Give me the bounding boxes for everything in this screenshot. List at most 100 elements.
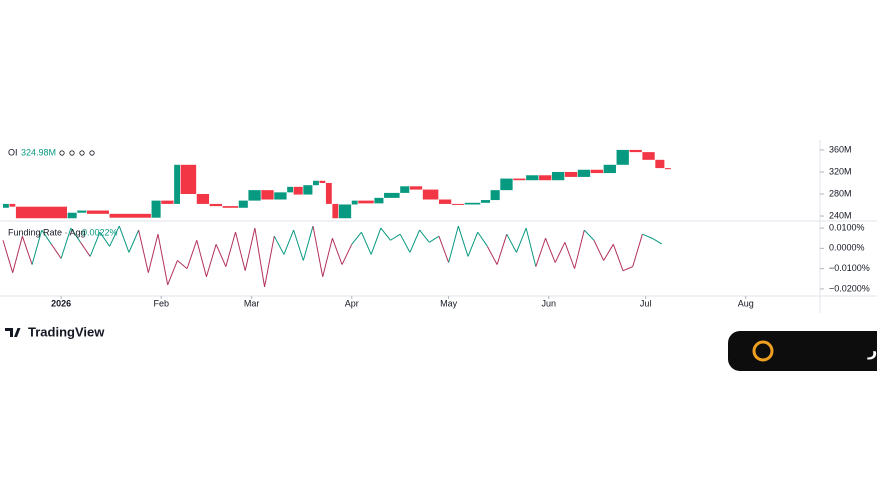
line-segment bbox=[118, 225, 130, 253]
line-segment bbox=[89, 231, 101, 257]
line-segment bbox=[651, 237, 663, 245]
line-segment bbox=[2, 240, 14, 273]
candle bbox=[238, 200, 248, 208]
candle bbox=[400, 186, 410, 193]
candle bbox=[451, 203, 465, 205]
line-segment bbox=[215, 244, 227, 267]
candle bbox=[161, 200, 174, 204]
candle bbox=[151, 200, 161, 218]
candle bbox=[287, 186, 294, 193]
candle bbox=[319, 180, 326, 183]
x-tick-label: Mar bbox=[244, 298, 260, 308]
line-segment bbox=[360, 231, 372, 255]
line-segment bbox=[448, 225, 459, 263]
line-segment bbox=[564, 242, 576, 269]
line-segment bbox=[70, 227, 81, 243]
line-segment bbox=[642, 233, 653, 239]
oi-pane bbox=[3, 149, 671, 219]
line-segment bbox=[244, 227, 256, 271]
x-tick-label: 2026 bbox=[51, 298, 71, 308]
candle bbox=[513, 178, 526, 181]
line-segment bbox=[515, 227, 527, 253]
line-segment bbox=[51, 244, 62, 259]
candle bbox=[9, 203, 16, 207]
candle bbox=[15, 206, 67, 219]
candle bbox=[422, 189, 439, 200]
line-segment bbox=[302, 225, 314, 261]
candle bbox=[351, 200, 358, 205]
candle bbox=[464, 202, 481, 205]
line-segment bbox=[273, 235, 285, 255]
tradingview-logo: TradingView bbox=[5, 324, 105, 339]
candle bbox=[67, 212, 77, 219]
x-tick-label: Apr bbox=[345, 298, 359, 308]
line-segment bbox=[506, 233, 517, 253]
candle bbox=[180, 164, 197, 194]
line-segment bbox=[380, 227, 391, 241]
brand: TradingView bbox=[28, 324, 105, 339]
line-segment bbox=[457, 225, 469, 257]
candle bbox=[616, 149, 629, 165]
candle bbox=[664, 168, 671, 170]
line-segment bbox=[147, 234, 159, 273]
line-segment bbox=[177, 260, 188, 270]
line-segment bbox=[583, 229, 595, 241]
line-segment bbox=[341, 244, 353, 265]
line-segment bbox=[12, 236, 23, 273]
y-tick-label: −0.0200% bbox=[829, 283, 870, 293]
candle bbox=[313, 180, 319, 186]
line-segment bbox=[603, 244, 614, 261]
candle bbox=[590, 169, 604, 174]
line-segment bbox=[41, 229, 52, 245]
candle bbox=[3, 203, 9, 208]
candle bbox=[409, 186, 423, 190]
x-tick-label: Aug bbox=[738, 298, 754, 308]
y-tick-label: 240M bbox=[829, 210, 852, 220]
line-segment bbox=[31, 229, 43, 265]
y-tick-label: 0.0100% bbox=[829, 222, 865, 232]
candle bbox=[577, 169, 591, 177]
line-segment bbox=[157, 234, 169, 285]
candle bbox=[274, 192, 287, 200]
line-segment bbox=[351, 231, 362, 245]
oi-legend-value: 324.98M bbox=[21, 147, 56, 157]
line-segment bbox=[99, 231, 110, 247]
candle bbox=[539, 175, 552, 181]
candle bbox=[490, 190, 500, 201]
line-segment bbox=[535, 238, 546, 267]
line-segment bbox=[486, 246, 498, 265]
line-segment bbox=[419, 229, 430, 243]
x-tick-label: May bbox=[440, 298, 458, 308]
line-segment bbox=[545, 238, 556, 263]
line-segment bbox=[138, 230, 149, 273]
candle bbox=[564, 171, 578, 177]
oi-legend-name: OI bbox=[8, 147, 18, 157]
candle bbox=[551, 171, 565, 181]
line-segment bbox=[554, 242, 566, 263]
line-segment bbox=[60, 227, 72, 259]
candle bbox=[438, 199, 452, 204]
candle bbox=[655, 159, 665, 169]
y-tick-label: −0.0100% bbox=[829, 263, 870, 273]
legend-icons[interactable] bbox=[59, 150, 95, 156]
candle bbox=[86, 210, 109, 214]
line-segment bbox=[186, 240, 198, 269]
y-tick-label: 0.0000% bbox=[829, 243, 865, 253]
line-segment bbox=[438, 236, 450, 263]
y-tick-label: 320M bbox=[829, 166, 852, 176]
line-segment bbox=[428, 235, 440, 243]
candle bbox=[642, 152, 655, 160]
badge: کریپتونگار bbox=[728, 331, 877, 371]
candle bbox=[526, 175, 539, 181]
x-tick-label: Jun bbox=[541, 298, 556, 308]
line-segment bbox=[622, 266, 633, 272]
line-segment bbox=[399, 233, 411, 253]
line-segment bbox=[205, 244, 217, 277]
line-segment bbox=[109, 225, 120, 247]
candle bbox=[332, 203, 339, 219]
line-segment bbox=[525, 227, 537, 267]
line-segment bbox=[390, 233, 401, 241]
line-segment bbox=[593, 240, 605, 261]
line-segment bbox=[574, 229, 585, 269]
